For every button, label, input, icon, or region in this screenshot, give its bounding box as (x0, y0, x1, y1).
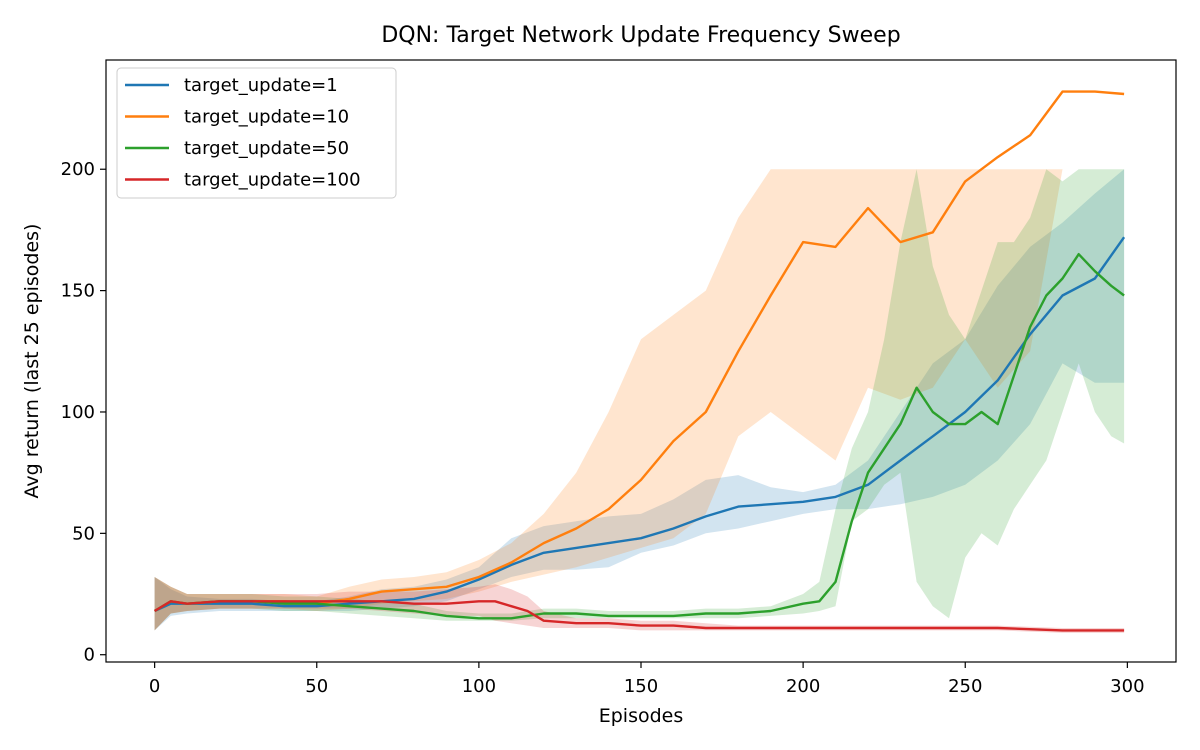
legend-box (116, 67, 397, 199)
x-tick-label: 0 (149, 676, 160, 697)
legend-label: target_update=1 (184, 75, 338, 96)
y-axis-ticks: 0 50 100 150 200 (61, 159, 106, 666)
y-tick-label: 200 (61, 159, 95, 180)
y-tick-label: 0 (84, 645, 95, 666)
y-tick-label: 150 (61, 281, 95, 302)
x-tick-label: 200 (786, 676, 820, 697)
x-tick-label: 100 (462, 676, 496, 697)
legend-label: target_update=100 (184, 170, 361, 191)
legend-label: target_update=10 (184, 107, 349, 128)
chart-title: DQN: Target Network Update Frequency Swe… (381, 23, 900, 48)
y-tick-label: 100 (61, 402, 95, 423)
series-line-3 (153, 600, 1125, 632)
y-tick-label: 50 (72, 523, 95, 544)
legend: target_update=1 target_update=10 target_up… (116, 67, 397, 199)
x-axis-ticks: 0 50 100 150 200 250 300 (149, 662, 1145, 697)
x-tick-label: 150 (624, 676, 658, 697)
x-axis-title: Episodes (599, 705, 684, 727)
series-line-2 (153, 252, 1125, 620)
series-line-0 (154, 236, 1126, 613)
x-tick-label: 50 (305, 676, 328, 697)
x-tick-label: 300 (1110, 676, 1144, 697)
series-lines (153, 90, 1126, 632)
legend-label: target_update=50 (184, 138, 349, 159)
series-band-2 (154, 169, 1125, 631)
y-axis-title: Avg return (last 25 episodes) (21, 224, 43, 499)
confidence-bands (154, 169, 1125, 633)
series-band-1 (154, 169, 1125, 631)
x-tick-label: 250 (948, 676, 982, 697)
